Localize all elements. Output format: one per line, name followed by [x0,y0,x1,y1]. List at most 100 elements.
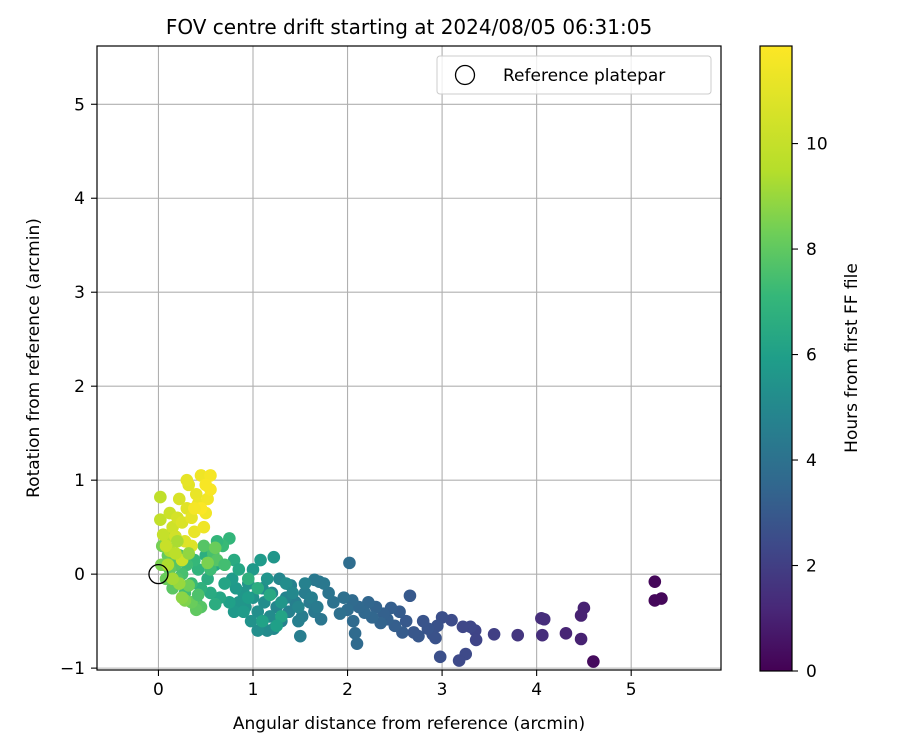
data-point [346,614,360,628]
data-point [251,605,265,619]
data-point [333,607,347,620]
data-point [407,626,421,639]
data-point [208,541,222,555]
x-axis-label: Angular distance from reference (arcmin) [233,714,585,734]
y-tick-label: 5 [74,95,85,115]
data-point [197,520,211,534]
data-point [343,556,356,570]
data-point [399,614,413,628]
data-point [154,490,167,504]
data-point [648,575,662,588]
data-point [223,596,236,609]
colorbar-tick-label: 4 [806,451,817,471]
data-point [327,596,340,609]
legend-entry-reference-platepar: Reference platepar [503,66,665,86]
data-point [322,586,335,600]
data-point [208,597,222,611]
data-point [348,627,362,640]
data-point [166,572,179,586]
data-point [182,579,196,592]
data-point [487,627,501,641]
data-point [204,586,217,600]
data-point [469,633,483,647]
data-point [254,553,267,567]
data-point [241,572,255,586]
data-point [308,573,321,587]
data-point [292,600,305,614]
data-point [251,581,265,595]
chart-title: FOV centre drift starting at 2024/08/05 … [166,15,652,39]
x-tick-label: 1 [248,680,259,700]
data-point [559,627,573,640]
data-point [260,624,274,637]
data-point [180,473,194,487]
data-point [189,487,203,501]
y-tick-label: −1 [60,659,85,679]
y-tick-label: 0 [74,565,85,585]
x-tick-label: 3 [437,680,448,700]
reference-marker-layer [148,563,169,585]
data-point [169,547,182,560]
grid-lines [97,46,721,670]
data-point [263,588,277,602]
data-point [350,637,364,650]
data-point [251,624,265,637]
data-point [218,558,231,572]
data-point [237,605,250,619]
data-point [256,614,269,628]
data-point [159,539,173,553]
data-point [232,596,246,609]
data-point [429,631,442,645]
y-tick-label: 2 [74,377,85,397]
data-point [175,516,189,529]
data-point [298,577,312,590]
colorbar-tick-label: 8 [806,240,817,260]
colorbar-ticks: 0 2 4 6 8 10 [792,135,828,682]
data-point [246,563,260,576]
data-point [317,577,331,590]
data-point [445,613,458,627]
colorbar-label: Hours from first FF file [842,263,862,453]
x-axis-ticks: 0 1 2 3 4 5 [153,670,637,700]
data-point [403,589,417,603]
y-tick-label: 4 [74,189,85,209]
data-point [293,629,307,643]
colorbar-tick-label: 2 [806,557,817,577]
data-point [574,632,588,646]
data-point [204,469,217,482]
data-point [201,556,214,570]
data-point [161,558,175,572]
data-point [156,528,170,541]
data-point [416,614,430,628]
data-point [218,577,231,590]
x-tick-label: 2 [342,680,353,700]
data-point [172,492,186,506]
data-point [337,591,351,604]
legend-reference-marker [454,64,476,86]
data-point [537,612,551,626]
plot-frame [96,45,722,671]
y-axis-ticks: −1 0 1 2 3 4 5 [60,95,97,679]
colorbar-tick-label: 0 [806,662,817,682]
data-point [362,596,375,609]
data-point [191,588,205,602]
data-point [227,553,241,567]
data-point [275,596,288,609]
data-point [292,614,305,628]
data-point [227,605,241,619]
data-point [241,591,255,604]
colorbar-tick-label: 10 [806,135,828,155]
data-point [244,614,258,628]
data-point [182,547,196,560]
data-points [154,469,668,668]
data-point [655,592,668,605]
legend: Reference platepar [436,55,712,95]
data-point [275,610,288,623]
data-point [199,478,213,492]
data-point [188,502,201,515]
data-point [286,586,300,600]
y-tick-label: 1 [74,471,85,491]
x-tick-label: 5 [626,680,637,700]
data-point [175,591,189,604]
